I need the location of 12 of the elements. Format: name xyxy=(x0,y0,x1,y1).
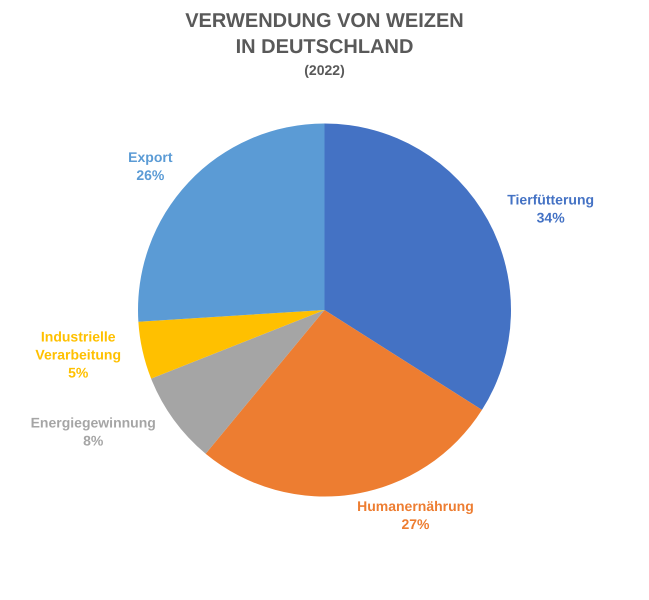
slice-label: Humanernährung xyxy=(357,498,474,514)
data-label: 8% xyxy=(83,432,104,448)
data-label: 5% xyxy=(68,364,89,380)
chart-title: VERWENDUNG VON WEIZEN IN DEUTSCHLAND xyxy=(184,9,465,60)
slice-label: Industrielle Verarbeitung xyxy=(35,328,122,362)
data-label: 34% xyxy=(536,209,566,226)
data-label: 27% xyxy=(401,516,430,532)
chart-subtitle: (2022) xyxy=(303,62,346,78)
slice-label: Export xyxy=(128,149,173,166)
slice-label: Energiegewinnung xyxy=(30,414,156,430)
data-label: 26% xyxy=(136,167,165,184)
slice-label: Tierfütterung xyxy=(507,191,594,208)
